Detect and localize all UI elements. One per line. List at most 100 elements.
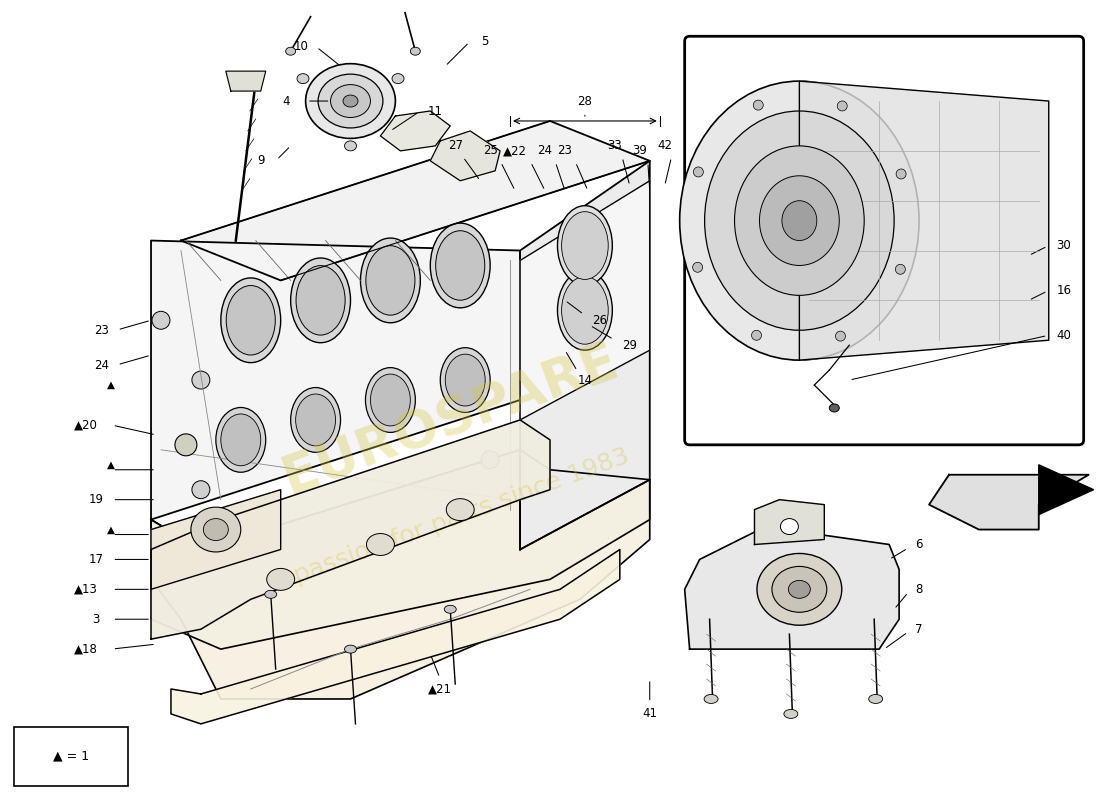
Ellipse shape [286,47,296,55]
Text: 7: 7 [915,622,923,636]
Ellipse shape [343,95,358,107]
Text: 16: 16 [1056,284,1071,297]
Text: 23: 23 [558,144,572,158]
Polygon shape [800,81,1048,360]
Ellipse shape [227,286,275,355]
Text: 11: 11 [428,105,443,118]
Polygon shape [151,420,550,639]
Ellipse shape [306,64,395,138]
Ellipse shape [447,498,474,521]
Ellipse shape [562,277,608,344]
Text: 10: 10 [294,40,308,53]
Text: ▲21: ▲21 [428,682,452,695]
Text: 8: 8 [915,583,923,596]
Text: ▲ = 1: ▲ = 1 [53,750,89,762]
Ellipse shape [558,206,613,286]
Polygon shape [684,530,899,649]
Text: 23: 23 [94,324,109,337]
Ellipse shape [221,278,280,362]
Ellipse shape [772,566,827,612]
Text: 27: 27 [448,139,463,152]
Ellipse shape [365,368,416,432]
Ellipse shape [829,404,839,412]
Text: 6: 6 [915,538,923,551]
Text: ▲: ▲ [107,525,116,534]
Ellipse shape [191,507,241,552]
Polygon shape [520,161,650,550]
Ellipse shape [869,694,882,703]
Text: 19: 19 [89,493,103,506]
Ellipse shape [296,394,336,446]
Ellipse shape [344,645,356,653]
Text: 25: 25 [483,144,497,158]
Text: 9: 9 [257,154,264,167]
Text: ▲13: ▲13 [74,583,98,596]
Ellipse shape [296,266,345,335]
Ellipse shape [837,101,847,111]
Text: ▲20: ▲20 [74,418,98,431]
Polygon shape [930,474,1089,530]
Text: ▲: ▲ [107,380,116,390]
Ellipse shape [297,74,309,84]
Text: 26: 26 [593,314,607,326]
Ellipse shape [558,270,613,350]
Ellipse shape [784,710,798,718]
Polygon shape [170,550,619,724]
Ellipse shape [152,311,170,330]
Ellipse shape [361,238,420,322]
Ellipse shape [446,354,485,406]
Text: 17: 17 [89,553,103,566]
Ellipse shape [221,414,261,466]
Ellipse shape [693,167,703,177]
Text: 5: 5 [482,34,488,48]
Polygon shape [226,71,266,91]
Ellipse shape [481,451,499,469]
Ellipse shape [836,331,846,341]
Ellipse shape [266,569,295,590]
Ellipse shape [344,141,356,151]
Ellipse shape [440,348,491,413]
Ellipse shape [191,371,210,389]
Text: EUROSPARE: EUROSPARE [275,335,625,505]
Text: 28: 28 [578,94,592,107]
Text: 30: 30 [1056,239,1071,252]
Ellipse shape [175,434,197,456]
Ellipse shape [318,74,383,128]
Text: ▲: ▲ [107,460,116,470]
Ellipse shape [782,201,817,241]
Text: 4: 4 [282,94,289,107]
Ellipse shape [265,590,277,598]
Ellipse shape [896,169,906,179]
Ellipse shape [290,258,351,342]
Ellipse shape [392,74,404,84]
Text: 39: 39 [632,144,647,158]
Ellipse shape [290,387,341,452]
Text: ▲18: ▲18 [74,642,98,656]
Polygon shape [430,131,500,181]
Polygon shape [151,241,520,519]
Ellipse shape [704,694,718,703]
Polygon shape [151,490,280,590]
Ellipse shape [191,481,210,498]
Ellipse shape [789,580,811,598]
Ellipse shape [693,262,703,272]
Text: 24: 24 [538,144,552,158]
Ellipse shape [759,176,839,266]
Ellipse shape [430,223,491,308]
Text: 29: 29 [623,338,637,352]
Text: 40: 40 [1056,329,1071,342]
Text: 3: 3 [92,613,100,626]
Polygon shape [520,181,650,420]
Ellipse shape [751,330,761,340]
Ellipse shape [705,111,894,330]
Ellipse shape [436,230,485,300]
Ellipse shape [757,554,842,626]
Text: 14: 14 [578,374,593,386]
Ellipse shape [366,246,415,315]
Ellipse shape [410,47,420,55]
Text: 42: 42 [657,139,672,152]
Ellipse shape [331,85,371,118]
Ellipse shape [204,518,229,541]
Polygon shape [755,500,824,545]
Text: a passion for parts since 1983: a passion for parts since 1983 [268,444,632,595]
